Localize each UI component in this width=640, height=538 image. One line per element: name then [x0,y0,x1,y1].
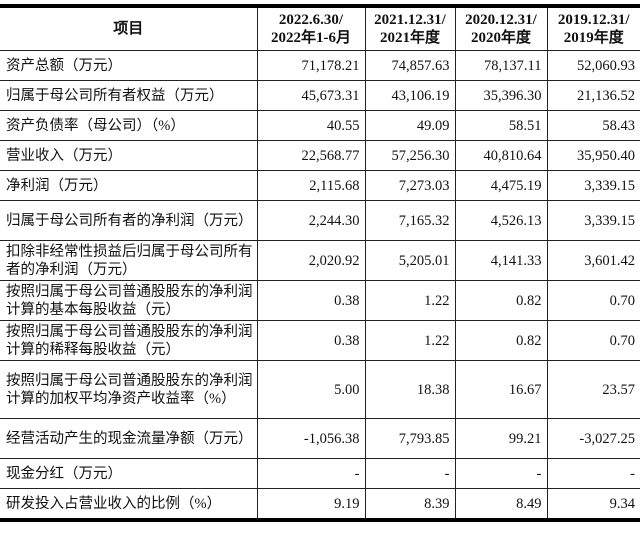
header-text: 2020年度 [470,30,531,46]
cell-value: 2,244.30 [256,200,366,241]
cell-value: 40,810.64 [454,140,548,171]
table-row: 现金分红（万元） - - - - [0,458,640,489]
cell-value: 1.22 [364,320,456,361]
cell-value: 0.38 [256,320,366,361]
header-text: 2021.12.31/ [374,12,446,28]
row-label: 按照归属于母公司普通股股东的净利润计算的基本每股收益（元） [0,280,258,321]
cell-value: 3,601.42 [546,240,640,281]
cell-value: 43,106.19 [364,80,456,111]
cell-value: 7,273.03 [364,170,456,201]
cell-value: 0.82 [454,280,548,321]
cell-value: 8.39 [364,488,456,521]
header-text: 2020.12.31/ [465,12,537,28]
cell-value: -3,027.25 [546,418,640,459]
table-row: 按照归属于母公司普通股股东的净利润计算的加权平均净资产收益率（%） 5.00 18.… [0,360,640,419]
row-label: 研发投入占营业收入的比例（%） [0,488,258,521]
cell-value: 9.19 [256,488,366,521]
cell-value: 4,526.13 [454,200,548,241]
row-label: 扣除非经常性损益后归属于母公司所有者的净利润（万元） [0,240,258,281]
row-label: 归属于母公司所有者的净利润（万元） [0,200,258,241]
financial-data-table: 项目 2022.6.30/2022年1-6月 2021.12.31/2021年度… [0,4,640,522]
cell-value: 35,396.30 [454,80,548,111]
table-row: 按照归属于母公司普通股股东的净利润计算的基本每股收益（元） 0.38 1.22 0.8… [0,280,640,321]
cell-value: 58.43 [546,110,640,141]
cell-value: 16.67 [454,360,548,419]
table-row: 营业收入（万元） 22,568.77 57,256.30 40,810.64 35,95… [0,140,640,171]
cell-value: 1.22 [364,280,456,321]
cell-value: 2,115.68 [256,170,366,201]
cell-value: 49.09 [364,110,456,141]
cell-value: 57,256.30 [364,140,456,171]
header-text: 2021年度 [379,30,440,46]
cell-value: 0.70 [546,280,640,321]
cell-value: 4,475.19 [454,170,548,201]
cell-value: 0.70 [546,320,640,361]
cell-value: 9.34 [546,488,640,521]
cell-value: - [364,458,456,489]
cell-value: 71,178.21 [256,50,366,81]
header-2019: 2019.12.31/2019年度 [546,5,640,51]
cell-value: 2,020.92 [256,240,366,281]
cell-value: 23.57 [546,360,640,419]
header-2020: 2020.12.31/2020年度 [454,5,548,51]
cell-value: 7,793.85 [364,418,456,459]
cell-value: - [256,458,366,489]
table-row: 按照归属于母公司普通股股东的净利润计算的稀释每股收益（元） 0.38 1.22 0.8… [0,320,640,361]
cell-value: 74,857.63 [364,50,456,81]
cell-value: 0.82 [454,320,548,361]
cell-value: 3,339.15 [546,200,640,241]
table-row: 归属于母公司所有者权益（万元） 45,673.31 43,106.19 35,396.… [0,80,640,111]
header-text: 2019年度 [563,30,624,46]
table-row: 资产负债率（母公司）（%） 40.55 49.09 58.51 58.43 [0,110,640,141]
header-2022h1: 2022.6.30/2022年1-6月 [256,5,366,51]
cell-value: 4,141.33 [454,240,548,281]
row-label: 净利润（万元） [0,170,258,201]
cell-value: 18.38 [364,360,456,419]
row-label: 资产总额（万元） [0,50,258,81]
header-text: 2022.6.30/ [278,12,344,28]
header-text: 2019.12.31/ [557,12,630,28]
table-row: 扣除非经常性损益后归属于母公司所有者的净利润（万元） 2,020.92 5,205.… [0,240,640,281]
cell-value: - [454,458,548,489]
table-row: 净利润（万元） 2,115.68 7,273.03 4,475.19 3,339.15 [0,170,640,201]
header-text: 项目 [113,21,144,37]
table-header-row: 项目 2022.6.30/2022年1-6月 2021.12.31/2021年度… [0,5,640,51]
row-label: 资产负债率（母公司）（%） [0,110,258,141]
cell-value: 5.00 [256,360,366,419]
table-row: 资产总额（万元） 71,178.21 74,857.63 78,137.11 52,06… [0,50,640,81]
cell-value: 35,950.40 [546,140,640,171]
row-label: 按照归属于母公司普通股股东的净利润计算的稀释每股收益（元） [0,320,258,361]
table-row: 研发投入占营业收入的比例（%） 9.19 8.39 8.49 9.34 [0,488,640,521]
cell-value: 99.21 [454,418,548,459]
cell-value: 5,205.01 [364,240,456,281]
cell-value: 40.55 [256,110,366,141]
cell-value: 21,136.52 [546,80,640,111]
cell-value: 45,673.31 [256,80,366,111]
cell-value: -1,056.38 [256,418,366,459]
header-2021: 2021.12.31/2021年度 [364,5,456,51]
row-label: 现金分红（万元） [0,458,258,489]
header-item: 项目 [0,5,258,51]
cell-value: 58.51 [454,110,548,141]
cell-value: - [546,458,640,489]
row-label: 经营活动产生的现金流量净额（万元） [0,418,258,459]
cell-value: 8.49 [454,488,548,521]
cell-value: 78,137.11 [454,50,548,81]
row-label: 营业收入（万元） [0,140,258,171]
cell-value: 52,060.93 [546,50,640,81]
cell-value: 0.38 [256,280,366,321]
row-label: 按照归属于母公司普通股股东的净利润计算的加权平均净资产收益率（%） [0,360,258,419]
header-text: 2022年1-6月 [271,30,351,46]
row-label: 归属于母公司所有者权益（万元） [0,80,258,111]
cell-value: 22,568.77 [256,140,366,171]
cell-value: 3,339.15 [546,170,640,201]
table-row: 经营活动产生的现金流量净额（万元） -1,056.38 7,793.85 99.21-… [0,418,640,459]
cell-value: 7,165.32 [364,200,456,241]
table-row: 归属于母公司所有者的净利润（万元） 2,244.30 7,165.32 4,526.1… [0,200,640,241]
